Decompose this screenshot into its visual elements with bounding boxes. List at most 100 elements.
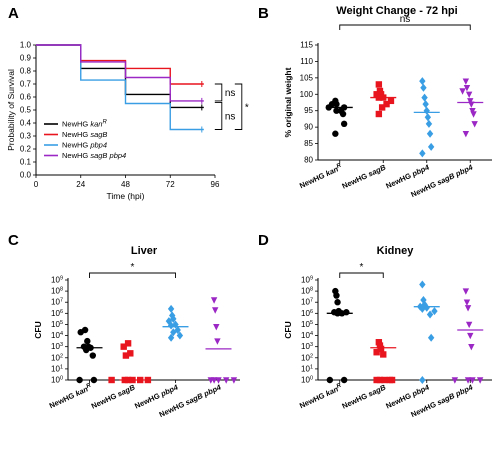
y-tick-label: 106 [301, 309, 313, 318]
data-point-newhg-pbp4 [176, 331, 184, 340]
data-point-newhg-sagb-pbp4 [471, 121, 478, 128]
sig-bracket-label: * [360, 262, 364, 273]
x-tick-label: 48 [121, 180, 130, 189]
x-tick-label: 24 [76, 180, 85, 189]
x-axis-label: Time (hpi) [107, 191, 145, 201]
series-line-newhg-pbp4 [36, 44, 204, 131]
survival-chart: 0.0 0.1 0.2 0.3 0.4 0.5 0.6 0.7 0.8 0.9 1.0 0 24 48 72… [6, 41, 249, 202]
data-point-newhg-pbp4 [172, 320, 179, 329]
y-tick-label: 0.2 [20, 145, 32, 154]
y-tick-label: 85 [304, 139, 313, 148]
y-tick-label: 106 [51, 309, 63, 318]
data-point-newhg-sagb-pbp4 [463, 85, 471, 92]
data-point-newhg-pbp4 [425, 119, 433, 128]
data-point-newhg-sagb [124, 340, 132, 347]
sig-bracket-1-label: ns [225, 88, 236, 99]
sig-bracket [339, 24, 471, 30]
data-point-newhg-kanr [84, 337, 91, 345]
data-point-newhg-sagb-pbp4 [462, 78, 470, 85]
sig-bracket-label: * [131, 262, 135, 273]
data-point-newhg-pbp4 [421, 93, 428, 102]
y-tick-label: 107 [301, 298, 313, 307]
data-point-newhg-sagb-pbp4 [463, 299, 471, 306]
y-tick-label: 0.5 [20, 106, 32, 115]
y-tick-label: 108 [301, 287, 313, 296]
data-point-newhg-pbp4 [423, 106, 430, 115]
sig-bracket [339, 272, 384, 278]
panel-letter-d: D [258, 232, 269, 249]
y-tick-label: 90 [304, 123, 313, 132]
y-tick-label: 103 [51, 342, 63, 351]
data-point-newhg-sagb [377, 345, 385, 353]
data-point-newhg-sagb [375, 339, 383, 346]
sig-bracket-1 [214, 83, 223, 102]
data-point-newhg-sagb [373, 91, 380, 98]
data-point-newhg-pbp4 [419, 280, 426, 289]
data-point-newhg-sagb-pbp4 [469, 377, 476, 384]
data-point-newhg-pbp4 [422, 100, 429, 109]
data-point-newhg-kanr [89, 352, 97, 359]
y-tick-label: 100 [300, 90, 314, 99]
y-tick-label: 100 [51, 376, 63, 385]
y-tick-label: 102 [51, 353, 63, 362]
data-point-newhg-sagb-pbp4 [464, 305, 472, 312]
data-point-newhg-sagb-pbp4 [451, 377, 459, 384]
y-tick-label: 105 [51, 320, 63, 329]
data-point-newhg-sagb [377, 91, 385, 98]
data-point-newhg-pbp4 [427, 333, 435, 342]
y-axis-label: CFU [283, 321, 293, 338]
data-point-newhg-kanr [340, 376, 348, 384]
y-tick-label: 0.4 [20, 119, 32, 128]
data-point-newhg-sagb-pbp4 [212, 307, 219, 314]
series-line-newhg-kanr [36, 44, 204, 109]
data-point-newhg-sagb-pbp4 [469, 108, 476, 115]
y-axis-label: CFU [33, 321, 43, 338]
data-point-newhg-pbp4 [423, 303, 430, 312]
data-point-newhg-sagb-pbp4 [462, 288, 470, 295]
data-point-newhg-sagb [381, 376, 388, 384]
data-point-newhg-sagb [386, 376, 394, 384]
data-point-newhg-kanr [339, 110, 347, 118]
y-tick-label: 0.6 [20, 93, 32, 102]
sig-bracket-2 [214, 101, 223, 130]
data-point-newhg-sagb-pbp4 [215, 377, 222, 384]
data-point-newhg-sagb [375, 81, 383, 88]
data-point-newhg-sagb [373, 376, 380, 384]
y-tick-label: 104 [51, 331, 63, 340]
chart-title: Kidney [377, 245, 415, 257]
y-tick-label: 0.1 [20, 158, 32, 167]
series-line-newhg-sagb [36, 44, 204, 85]
panel-letter-b: B [258, 5, 269, 22]
data-point-newhg-kanr [333, 292, 340, 299]
data-point-newhg-sagb-pbp4 [210, 297, 218, 304]
y-tick-label: 0.9 [20, 54, 32, 63]
data-point-newhg-sagb-pbp4 [462, 131, 470, 138]
x-tick-label: 96 [211, 180, 220, 189]
y-tick-label: 105 [300, 73, 314, 82]
data-point-newhg-pbp4 [167, 304, 175, 313]
y-tick-label: 109 [301, 276, 313, 285]
data-point-newhg-sagb-pbp4 [214, 338, 221, 345]
data-point-newhg-sagb [373, 349, 380, 356]
data-point-newhg-pbp4 [427, 142, 435, 151]
sig-bracket-label: ns [400, 14, 411, 25]
data-point-newhg-sagb-pbp4 [465, 321, 473, 329]
kidney-cfu-chart: Kidney 100 101 102 103 104 105 106 107 108 109 CFU N… [283, 245, 492, 419]
y-tick-label: 108 [51, 287, 63, 296]
data-point-newhg-kanr [333, 107, 340, 114]
category-label-newhg-kanr: NewHG kanR [298, 162, 344, 190]
data-point-newhg-pbp4 [420, 83, 427, 92]
legend-label-newhg-sagb: NewHG sagB [62, 130, 107, 139]
data-point-newhg-sagb-pbp4 [213, 323, 220, 331]
data-point-newhg-sagb-pbp4 [207, 377, 214, 384]
data-point-newhg-sagb [376, 87, 384, 95]
category-label-newhg-sagb: NewHG sagB [341, 162, 388, 190]
y-tick-label: 101 [301, 364, 313, 373]
data-point-newhg-sagb-pbp4 [230, 377, 238, 384]
data-point-newhg-pbp4 [167, 321, 175, 330]
y-tick-label: 104 [301, 331, 313, 340]
legend-label-newhg-pbp4: NewHG pbp4 [62, 141, 107, 150]
y-tick-label: 0.3 [20, 132, 32, 141]
y-tick-label: 109 [51, 276, 63, 285]
y-tick-label: 115 [300, 41, 313, 50]
